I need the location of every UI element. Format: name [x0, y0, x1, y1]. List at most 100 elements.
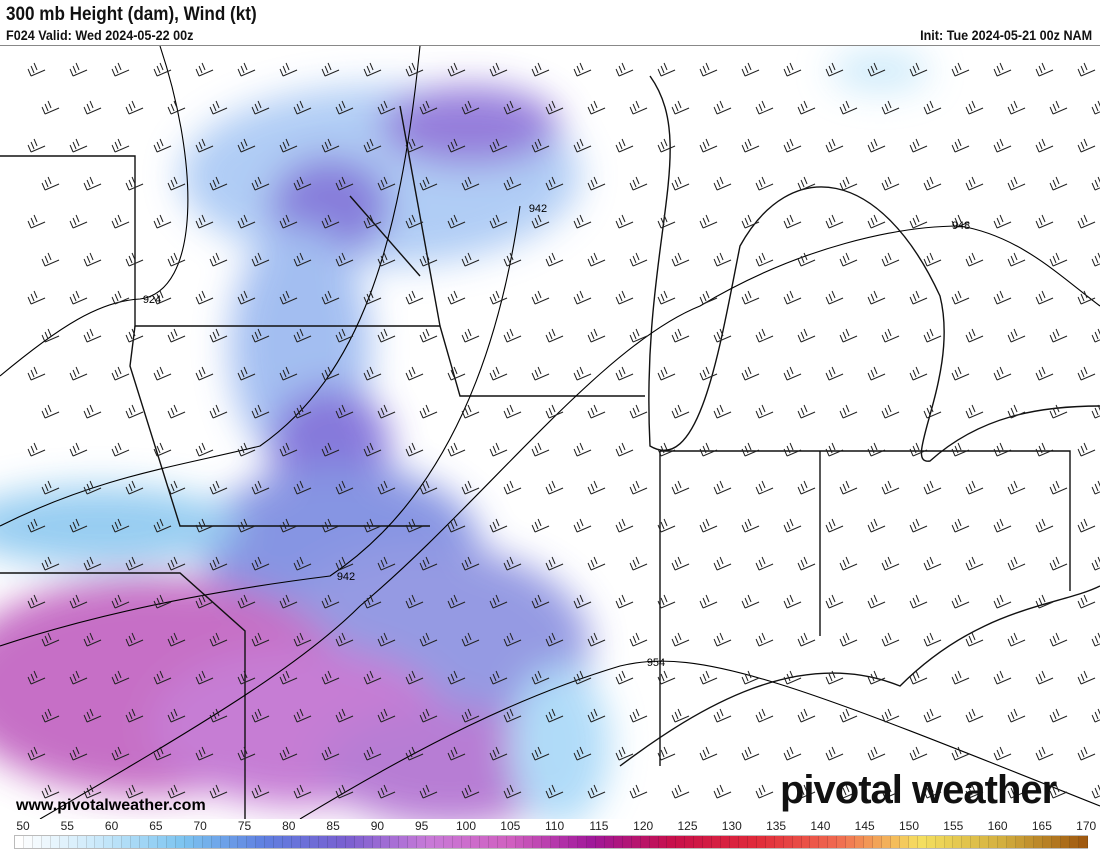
wind-barb [713, 252, 732, 267]
colorbar-cell [211, 836, 221, 848]
colorbar-cell [301, 836, 310, 848]
wind-barb [153, 746, 172, 761]
wind-barb [923, 784, 942, 799]
wind-barb [1049, 176, 1068, 191]
colorbar-cell [309, 836, 319, 848]
wind-barb [783, 138, 802, 153]
wind-barb [335, 404, 354, 419]
wind-barb [279, 670, 298, 685]
wind-barb [237, 366, 256, 381]
wind-barb [587, 252, 606, 267]
wind-barb [293, 176, 312, 191]
wind-barb [1049, 480, 1068, 495]
wind-barb [783, 290, 802, 305]
wind-barb [251, 100, 270, 115]
wind-barb [1035, 518, 1054, 533]
colorbar-cell [676, 836, 686, 848]
wind-barb [195, 670, 214, 685]
wind-barb [1049, 328, 1068, 343]
wind-barb [951, 746, 970, 761]
wind-barb [825, 670, 844, 685]
wind-barb [503, 404, 522, 419]
wind-barb [909, 594, 928, 609]
wind-barb [237, 594, 256, 609]
wind-barb [629, 252, 648, 267]
wind-barb [419, 480, 438, 495]
colorbar-cell [95, 836, 105, 848]
wind-barb [839, 632, 858, 647]
wind-barb [839, 328, 858, 343]
colorbar-tick-label: 60 [104, 819, 119, 833]
colorbar-cell [658, 836, 668, 848]
colorbar-cell [694, 836, 704, 848]
colorbar-cell [399, 836, 409, 848]
wind-barb [27, 138, 46, 153]
wind-barb [951, 290, 970, 305]
wind-barb [531, 366, 550, 381]
wind-barb [993, 442, 1012, 457]
wind-barb [755, 784, 774, 799]
colorbar-cell [265, 836, 275, 848]
wind-barb [377, 708, 396, 723]
wind-barb [461, 404, 480, 419]
colorbar-tick-label: 145 [854, 819, 875, 833]
wind-barb [531, 746, 550, 761]
wind-barb [797, 556, 816, 571]
wind-barb [125, 784, 144, 799]
wind-barb [671, 556, 690, 571]
wind-barb [951, 442, 970, 457]
wind-barb [783, 518, 802, 533]
colorbar-tick-label: 135 [766, 819, 787, 833]
wind-barb [867, 442, 886, 457]
wind-barb [41, 176, 60, 191]
wind-barb [503, 480, 522, 495]
wind-barb [335, 328, 354, 343]
wind-barb [713, 176, 732, 191]
wind-barb [363, 62, 382, 77]
colorbar-cell [756, 836, 766, 848]
wind-barb [237, 290, 256, 305]
wind-barb [867, 746, 886, 761]
wind-barb [965, 404, 984, 419]
contour-label: 924 [143, 294, 161, 306]
wind-barb [1077, 138, 1096, 153]
colorbar-cell [238, 836, 248, 848]
wind-barb [447, 138, 466, 153]
wind-barb [1007, 556, 1026, 571]
colorbar-cell [318, 836, 328, 848]
wind-barb [69, 62, 88, 77]
wind-barb [741, 746, 760, 761]
colorbar-cell [899, 836, 909, 848]
wind-barb [825, 442, 844, 457]
wind-barb [279, 594, 298, 609]
wind-barb [321, 670, 340, 685]
wind-barb [1049, 556, 1068, 571]
wind-barb [405, 442, 424, 457]
wind-barb [1091, 252, 1100, 267]
wind-barb [111, 366, 130, 381]
wind-barb [993, 62, 1012, 77]
wind-barb [587, 556, 606, 571]
wind-barb [951, 594, 970, 609]
wind-barb [251, 784, 270, 799]
wind-barb [419, 100, 438, 115]
colorbar-cell [59, 836, 69, 848]
wind-barb [881, 556, 900, 571]
wind-barb [909, 518, 928, 533]
wind-barb [825, 62, 844, 77]
wind-barb [923, 328, 942, 343]
wind-barb [489, 62, 508, 77]
colorbar-cell [202, 836, 212, 848]
wind-barb [167, 556, 186, 571]
wind-barb [993, 746, 1012, 761]
wind-barb [1007, 100, 1026, 115]
colorbar-cell [890, 836, 900, 848]
colorbar-cell [444, 836, 453, 848]
wind-barb [713, 632, 732, 647]
wind-barb [27, 366, 46, 381]
wind-barb [503, 100, 522, 115]
wind-barb [881, 176, 900, 191]
valid-time: F024 Valid: Wed 2024-05-22 00z [6, 27, 194, 43]
colorbar-cell [131, 836, 141, 848]
wind-barb [377, 556, 396, 571]
